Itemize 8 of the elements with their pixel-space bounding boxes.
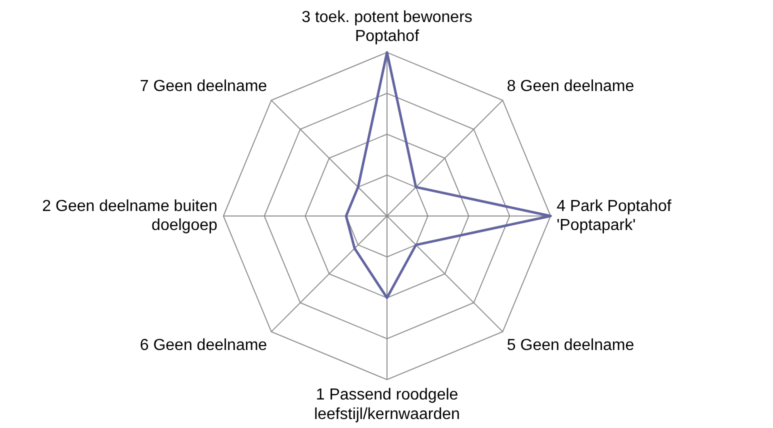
spoke-label: 8 Geen deelname <box>506 78 634 95</box>
spoke-label: 4 Park Poptahof 'Poptapark' <box>556 198 672 234</box>
spoke-label: 5 Geen deelname <box>506 336 634 354</box>
spoke-label: 3 toek. potent bewoners Poptahof <box>302 9 472 46</box>
spoke-label: 2 Geen deelname buiten doelgoep <box>42 198 218 234</box>
spoke-label: 7 Geen deelname <box>140 78 268 95</box>
spoke-label: 6 Geen deelname <box>140 336 268 354</box>
spoke-label: 1 Passend roodgele leefstijl/kernwaarden <box>314 386 460 423</box>
